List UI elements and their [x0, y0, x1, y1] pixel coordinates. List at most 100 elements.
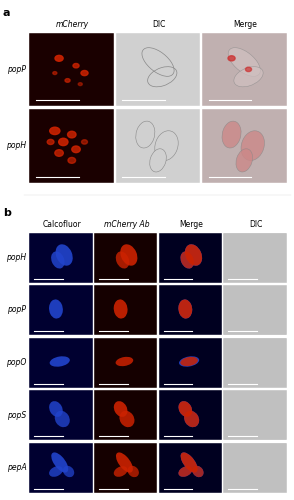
FancyBboxPatch shape [29, 232, 93, 282]
Ellipse shape [181, 252, 194, 268]
FancyBboxPatch shape [94, 285, 157, 335]
FancyBboxPatch shape [159, 390, 222, 440]
FancyBboxPatch shape [29, 442, 93, 492]
FancyBboxPatch shape [29, 390, 93, 440]
Ellipse shape [178, 401, 192, 417]
Ellipse shape [180, 357, 198, 366]
FancyBboxPatch shape [116, 32, 201, 106]
Ellipse shape [81, 70, 88, 76]
Text: a: a [3, 8, 11, 18]
Ellipse shape [228, 48, 260, 76]
FancyBboxPatch shape [29, 32, 114, 106]
Ellipse shape [68, 131, 76, 138]
Ellipse shape [178, 466, 192, 477]
Ellipse shape [63, 466, 74, 477]
Ellipse shape [184, 411, 199, 427]
Ellipse shape [185, 244, 202, 266]
Ellipse shape [192, 466, 203, 477]
Text: popH: popH [6, 253, 26, 262]
Text: popS: popS [7, 410, 26, 420]
Ellipse shape [55, 56, 63, 62]
Text: Calcofluor: Calcofluor [42, 220, 81, 229]
Ellipse shape [49, 300, 63, 318]
Ellipse shape [116, 357, 133, 366]
Ellipse shape [114, 300, 128, 318]
FancyBboxPatch shape [159, 285, 222, 335]
Ellipse shape [128, 466, 139, 477]
Ellipse shape [185, 244, 202, 266]
Ellipse shape [181, 452, 198, 472]
Ellipse shape [114, 401, 127, 417]
Ellipse shape [81, 140, 88, 144]
FancyBboxPatch shape [159, 442, 222, 492]
Text: popH: popH [6, 141, 26, 150]
Ellipse shape [49, 466, 63, 477]
Ellipse shape [136, 121, 155, 148]
Ellipse shape [51, 252, 65, 268]
Ellipse shape [178, 300, 192, 318]
FancyBboxPatch shape [223, 390, 287, 440]
Ellipse shape [55, 150, 63, 156]
Ellipse shape [245, 67, 252, 71]
Ellipse shape [241, 130, 265, 160]
Ellipse shape [181, 452, 198, 472]
Ellipse shape [150, 149, 166, 172]
Text: mCherry: mCherry [56, 20, 89, 29]
Ellipse shape [55, 411, 70, 427]
Ellipse shape [78, 82, 82, 86]
FancyBboxPatch shape [223, 338, 287, 388]
Ellipse shape [179, 356, 199, 366]
FancyBboxPatch shape [29, 285, 93, 335]
FancyBboxPatch shape [159, 338, 222, 388]
Text: Merge: Merge [179, 220, 203, 229]
Ellipse shape [120, 244, 137, 266]
Ellipse shape [192, 466, 203, 477]
FancyBboxPatch shape [223, 232, 287, 282]
FancyBboxPatch shape [202, 109, 287, 182]
FancyBboxPatch shape [223, 442, 287, 492]
Text: mCherry Ab: mCherry Ab [103, 220, 149, 229]
Text: popO: popO [6, 358, 26, 367]
FancyBboxPatch shape [94, 442, 157, 492]
Ellipse shape [56, 244, 73, 266]
Ellipse shape [51, 452, 68, 472]
Ellipse shape [222, 121, 241, 148]
Ellipse shape [65, 78, 70, 82]
FancyBboxPatch shape [94, 338, 157, 388]
FancyBboxPatch shape [202, 32, 287, 106]
Text: DIC: DIC [152, 20, 166, 29]
FancyBboxPatch shape [224, 443, 286, 492]
Text: b: b [3, 208, 11, 218]
Ellipse shape [178, 401, 192, 417]
Text: popP: popP [7, 65, 26, 74]
Ellipse shape [184, 411, 199, 427]
Ellipse shape [116, 252, 129, 268]
FancyBboxPatch shape [224, 286, 286, 335]
Ellipse shape [116, 452, 133, 472]
Ellipse shape [72, 146, 80, 152]
Text: Merge: Merge [233, 20, 257, 29]
Text: popP: popP [7, 306, 26, 314]
FancyBboxPatch shape [223, 285, 287, 335]
Ellipse shape [119, 411, 134, 427]
FancyBboxPatch shape [224, 390, 286, 440]
Ellipse shape [73, 64, 79, 68]
Ellipse shape [68, 158, 76, 164]
FancyBboxPatch shape [116, 109, 201, 182]
FancyBboxPatch shape [224, 338, 286, 387]
Ellipse shape [49, 401, 63, 417]
Ellipse shape [53, 72, 57, 74]
Ellipse shape [178, 300, 192, 318]
Ellipse shape [178, 466, 192, 477]
Ellipse shape [50, 127, 60, 134]
Ellipse shape [59, 138, 68, 145]
FancyBboxPatch shape [159, 232, 222, 282]
FancyBboxPatch shape [29, 109, 114, 182]
Ellipse shape [155, 130, 178, 160]
Text: pepA: pepA [7, 463, 26, 472]
FancyBboxPatch shape [94, 232, 157, 282]
Ellipse shape [181, 252, 194, 268]
Ellipse shape [236, 149, 253, 172]
Ellipse shape [47, 140, 54, 144]
Ellipse shape [50, 356, 70, 366]
